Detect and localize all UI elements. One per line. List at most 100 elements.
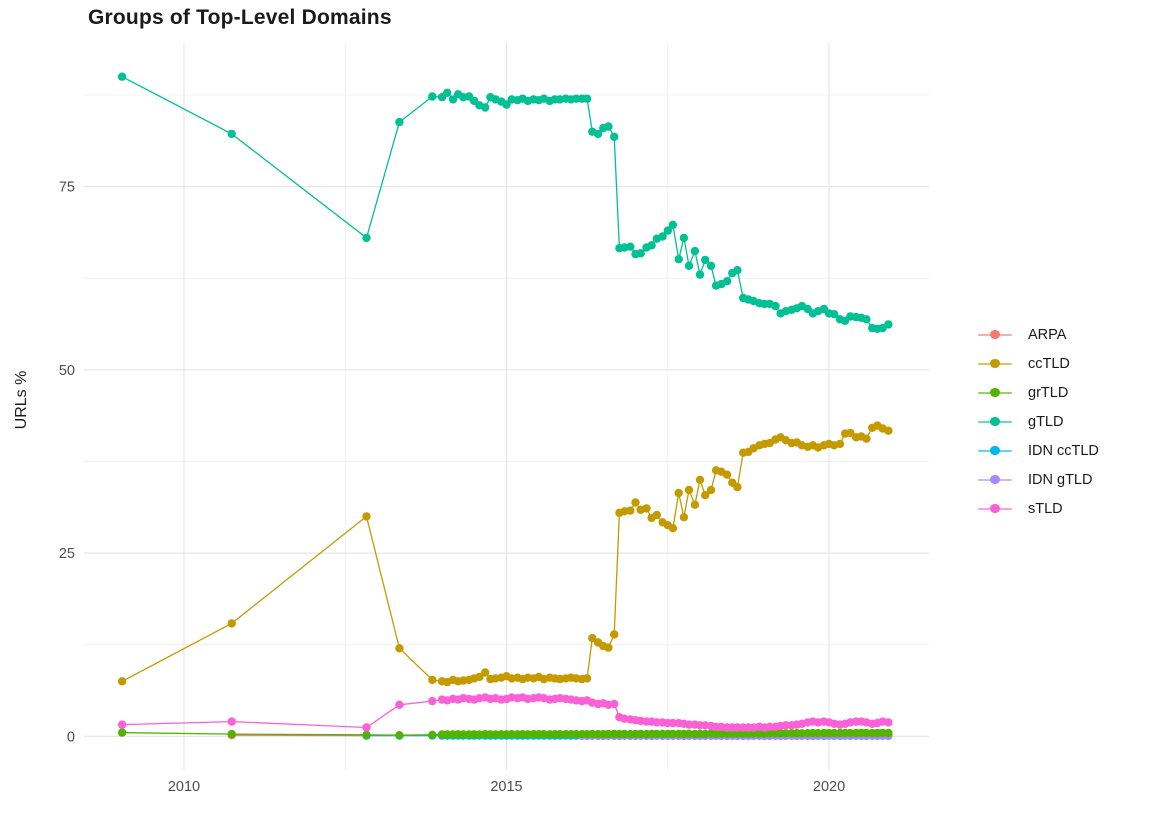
x-tick-label: 2020 [813, 779, 845, 795]
data-point-stld [362, 723, 371, 732]
axis-labels: 0 25 50 75 2010 2015 2020 [59, 180, 845, 795]
data-point-cctld [428, 675, 437, 685]
data-point-grtld [523, 730, 532, 739]
data-point-gtld [610, 132, 619, 141]
data-point-grtld [443, 730, 452, 739]
data-point-cctld [631, 498, 640, 507]
data-point-cctld [642, 504, 651, 513]
data-point-cctld [475, 672, 484, 682]
data-point-cctld [604, 643, 613, 652]
data-point-gtld [663, 226, 672, 235]
legend-label: IDN gTLD [1028, 471, 1093, 488]
legend-key-icon [978, 358, 1012, 370]
data-point-grtld [846, 728, 855, 738]
data-point-cctld [395, 644, 404, 653]
data-point-cctld [722, 470, 732, 479]
legend-key-icon [978, 445, 1012, 457]
legend-dot [990, 358, 1000, 368]
series-cctld [117, 421, 893, 687]
data-point-gtld [443, 88, 452, 98]
legend-key-icon [978, 474, 1012, 486]
data-point-cctld [835, 439, 845, 449]
data-point-cctld [701, 491, 710, 500]
data-point-grtld [636, 729, 645, 739]
data-point-cctld [733, 482, 742, 492]
data-point-gtld [884, 320, 893, 329]
data-point-gtld [674, 255, 683, 264]
legend-item-stld: sTLD [978, 494, 1099, 523]
data-point-gtld [117, 72, 127, 81]
data-point-grtld [588, 729, 597, 739]
data-point-grtld [765, 729, 774, 738]
y-tick-label: 75 [59, 180, 75, 196]
data-point-gtld [626, 242, 635, 251]
data-point-grtld [668, 729, 678, 739]
data-point-cctld [610, 630, 619, 639]
data-point-cctld [884, 426, 893, 435]
data-point-gtld [636, 249, 645, 258]
legend-dot [990, 445, 1000, 455]
data-point-gtld [502, 100, 511, 109]
data-point-stld [781, 721, 790, 730]
data-point-grtld [227, 729, 236, 739]
series-grtld [117, 728, 893, 740]
data-point-cctld [117, 677, 127, 686]
legend-label: gTLD [1028, 413, 1064, 430]
legend-dot [990, 503, 1000, 513]
data-point-gtld [862, 315, 871, 324]
data-point-grtld [830, 728, 839, 738]
data-point-gtld [362, 233, 371, 243]
data-point-gtld [695, 270, 705, 279]
data-point-cctld [679, 513, 689, 522]
legend-dot [990, 474, 1000, 484]
data-point-cctld [362, 512, 371, 521]
data-point-gtld [572, 94, 581, 103]
data-point-cctld [690, 500, 700, 509]
data-point-grtld [733, 729, 742, 738]
legend-key-icon [978, 503, 1012, 515]
data-point-gtld [733, 266, 742, 275]
data-point-grtld [459, 730, 468, 739]
data-point-stld [668, 718, 678, 728]
data-point-cctld [588, 633, 597, 643]
data-point-gtld [771, 301, 780, 311]
data-point-gtld [582, 94, 592, 103]
data-point-grtld [878, 728, 887, 738]
legend-label: ARPA [1028, 326, 1067, 343]
data-point-gtld [684, 261, 694, 270]
data-point-gtld [701, 255, 710, 265]
data-point-grtld [620, 729, 629, 739]
legend-item-gtld: gTLD [978, 407, 1099, 436]
legend-item-grtld: grTLD [978, 378, 1099, 407]
data-point-grtld [781, 729, 790, 738]
legend-dot [990, 329, 1000, 339]
data-point-cctld [846, 428, 855, 438]
y-tick-label: 0 [67, 729, 75, 745]
legend-item-cctld: ccTLD [978, 349, 1099, 378]
data-point-cctld [652, 510, 661, 520]
data-point-gtld [679, 233, 689, 243]
data-point-grtld [884, 728, 893, 738]
data-point-gtld [227, 129, 236, 139]
data-point-stld [652, 718, 661, 727]
legend-label: IDN ccTLD [1028, 442, 1099, 459]
x-tick-label: 2010 [168, 779, 200, 795]
series-line-gtld [121, 76, 889, 330]
data-point-cctld [862, 434, 871, 443]
data-point-grtld [555, 730, 565, 739]
legend-item-arpa: ARPA [978, 320, 1099, 349]
data-point-stld [117, 720, 127, 729]
legend-label: sTLD [1028, 500, 1063, 517]
data-point-cctld [626, 506, 635, 515]
series-stld [117, 693, 893, 732]
data-point-cctld [668, 524, 678, 533]
legend-label: ccTLD [1028, 355, 1070, 372]
data-point-grtld [362, 730, 371, 739]
data-point-stld [610, 699, 619, 709]
series-line-cctld [121, 424, 889, 683]
data-point-gtld [395, 117, 404, 127]
data-point-gtld [448, 95, 458, 104]
data-point-stld [395, 700, 404, 709]
